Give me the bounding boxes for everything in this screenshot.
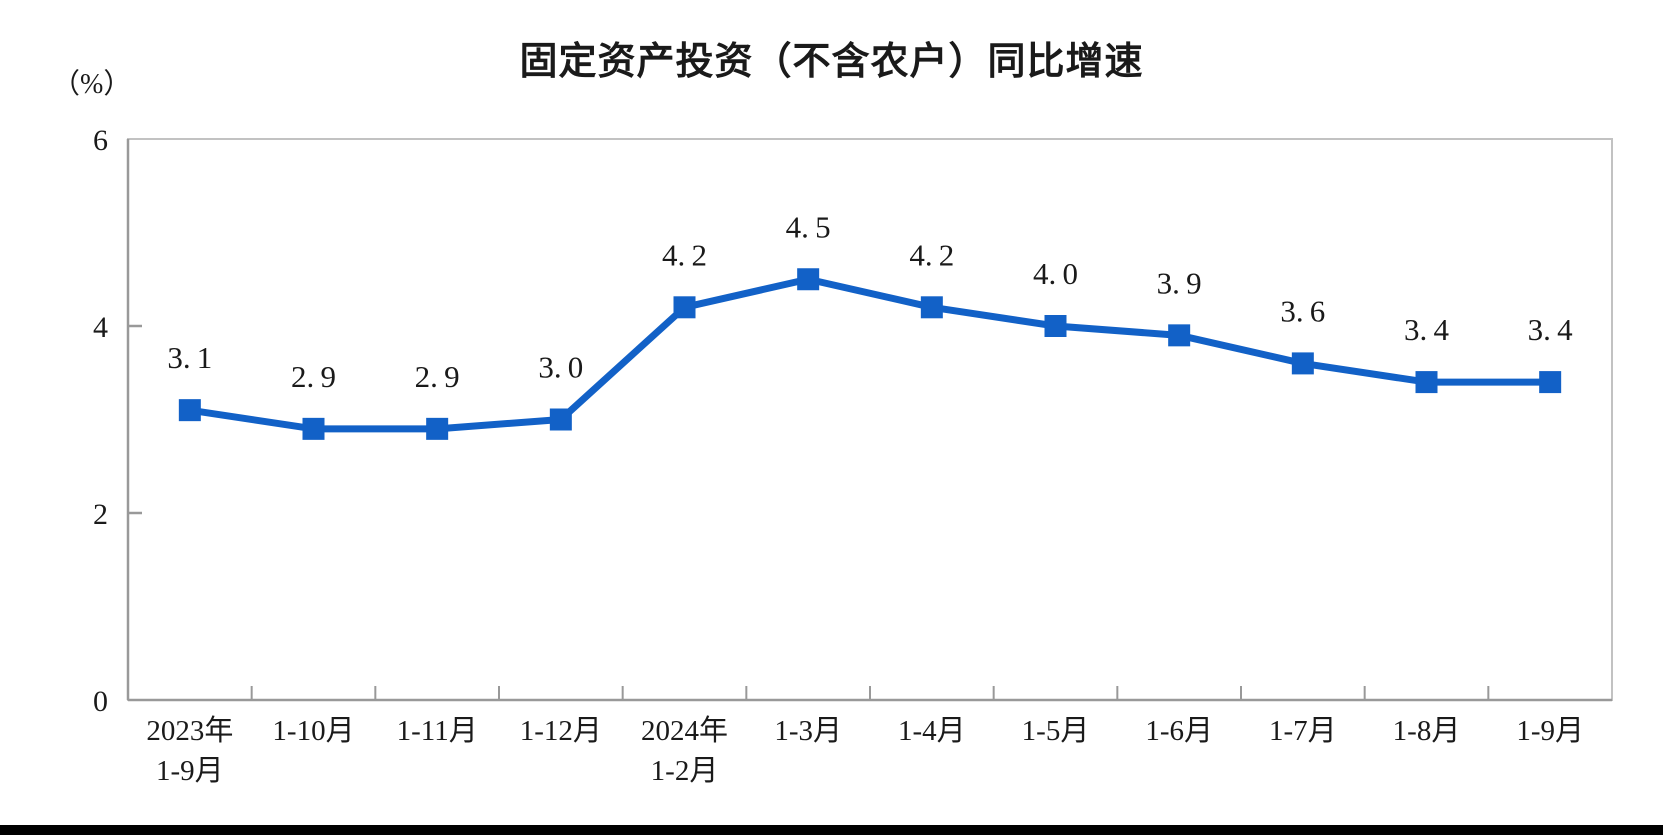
- data-point-label: 3. 4: [1528, 312, 1573, 347]
- y-tick-label: 2: [93, 498, 108, 531]
- data-point-label: 3. 6: [1280, 293, 1325, 328]
- data-point-marker: [920, 296, 943, 319]
- data-point-marker: [1539, 371, 1562, 394]
- data-point-marker: [426, 417, 449, 440]
- series-line: [189, 275, 1551, 433]
- y-tick-label: 4: [93, 311, 108, 344]
- data-point-label: 2. 9: [291, 359, 336, 394]
- x-category-label: 1-12月: [520, 715, 602, 747]
- y-axis-unit-label: （%）: [52, 69, 132, 100]
- data-point-marker: [1415, 371, 1438, 394]
- data-point-label: 4. 2: [662, 237, 707, 272]
- data-point-label: 4. 5: [786, 209, 831, 244]
- x-category-label: 1-9月: [1516, 715, 1584, 747]
- data-point-marker: [549, 408, 572, 431]
- data-point-marker: [1044, 315, 1067, 337]
- x-category-label: 1-5月: [1022, 715, 1090, 747]
- data-point-marker: [178, 399, 201, 422]
- data-point-marker: [797, 268, 820, 291]
- x-category-label: 1-3月: [774, 715, 842, 747]
- data-point-marker: [1291, 352, 1314, 375]
- x-category-label: 1-8月: [1393, 715, 1461, 747]
- data-point-label: 4. 2: [909, 237, 954, 272]
- data-point-marker: [302, 417, 325, 440]
- y-tick-label: 0: [93, 685, 108, 718]
- x-category-label: 2024年 1-2月: [641, 714, 728, 787]
- data-point-label: 3. 4: [1404, 312, 1449, 347]
- data-point-label: 2. 9: [415, 359, 460, 394]
- data-point-label: 3. 9: [1157, 265, 1202, 300]
- data-point-label: 4. 0: [1033, 256, 1078, 291]
- x-category-label: 1-7月: [1269, 715, 1337, 747]
- y-tick-label: 6: [93, 124, 108, 157]
- data-point-label: 3. 0: [538, 350, 583, 385]
- x-category-label: 1-10月: [272, 715, 354, 747]
- data-point-label: 3. 1: [167, 340, 212, 375]
- x-category-label: 1-11月: [397, 715, 478, 747]
- data-point-marker: [673, 296, 696, 319]
- plot-border: [127, 138, 1613, 701]
- chart-title: 固定资产投资（不含农户）同比增速: [519, 41, 1144, 83]
- x-category-label: 1-6月: [1145, 715, 1213, 747]
- x-category-label: 1-4月: [898, 715, 966, 747]
- data-point-marker: [1168, 324, 1191, 347]
- x-category-label: 2023年 1-9月: [146, 714, 233, 787]
- bottom-divider-bar: [0, 825, 1663, 835]
